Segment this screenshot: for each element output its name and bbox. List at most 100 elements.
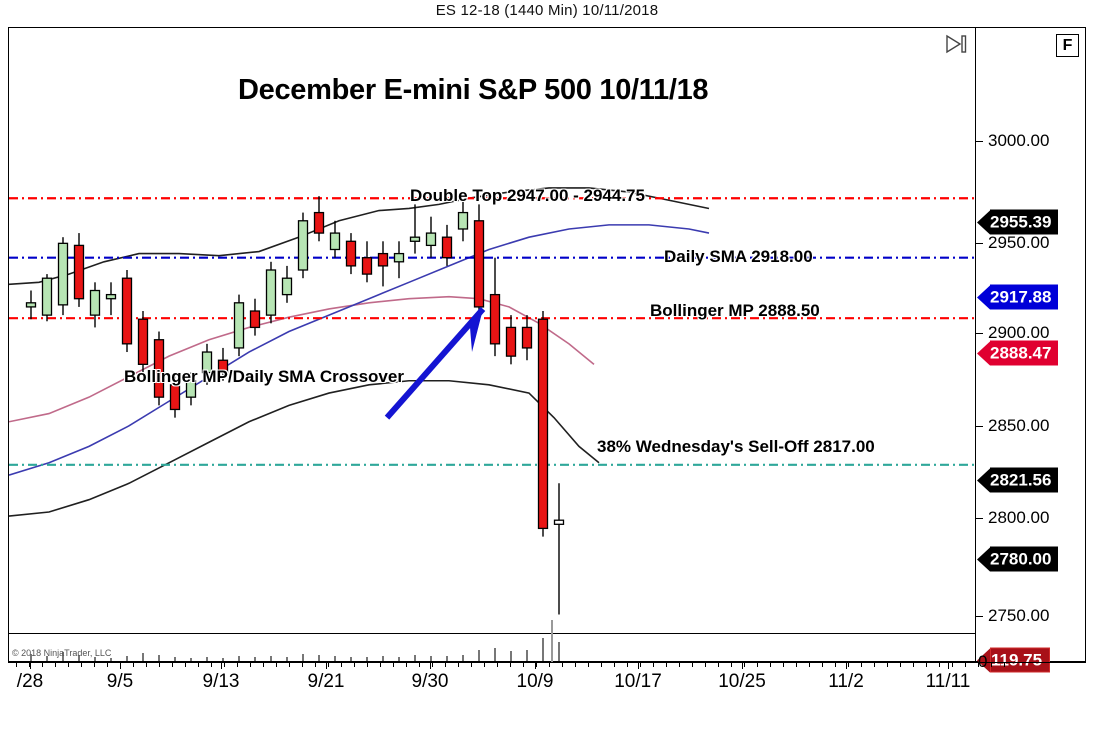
date-minor-tick xyxy=(588,662,589,667)
date-minor-tick xyxy=(341,662,342,667)
date-minor-tick xyxy=(1004,662,1005,667)
date-tick-mark xyxy=(535,662,536,669)
candle-17[interactable] xyxy=(297,212,309,279)
annotation-crossover[interactable]: Bollinger MP/Daily SMA Crossover xyxy=(124,367,404,386)
price-marker-2780-00[interactable]: 2780.00 xyxy=(977,546,1059,572)
annotation-sell-off-38[interactable]: 38% Wednesday's Sell-Off 2817.00 xyxy=(597,437,875,456)
price-tick-mark xyxy=(976,616,983,617)
date-tick-label: 11/2 xyxy=(828,671,864,692)
crossover-arrow xyxy=(384,306,486,420)
candle-12[interactable] xyxy=(217,347,229,381)
date-tick-mark xyxy=(948,662,949,669)
candle-33[interactable] xyxy=(553,483,565,615)
f-button[interactable]: F xyxy=(1056,34,1079,57)
candle-31[interactable] xyxy=(521,315,533,361)
price-marker-2821-56[interactable]: 2821.56 xyxy=(977,467,1059,493)
date-tick-mark xyxy=(30,662,31,669)
candle-body xyxy=(25,302,37,308)
date-minor-tick xyxy=(94,662,95,667)
price-tick-label: 2950.00 xyxy=(988,233,1050,252)
candle-body xyxy=(249,310,261,329)
volume-bar xyxy=(350,657,352,661)
date-tick-mark xyxy=(846,662,847,669)
candle-13[interactable] xyxy=(233,294,245,357)
marker-arrow-icon xyxy=(977,341,990,365)
price-marker-119-75[interactable]: 119.75 xyxy=(977,647,1051,673)
candle-16[interactable] xyxy=(281,265,293,303)
candle-20[interactable] xyxy=(345,233,357,275)
date-minor-tick xyxy=(224,662,225,667)
candle-8[interactable] xyxy=(153,331,165,406)
skip-to-end-icon[interactable] xyxy=(944,33,970,55)
candle-1[interactable] xyxy=(41,274,53,322)
date-minor-tick xyxy=(211,662,212,667)
volume-bar xyxy=(62,652,64,661)
candle-14[interactable] xyxy=(249,298,261,336)
date-minor-tick xyxy=(263,662,264,667)
volume-bar xyxy=(94,657,96,661)
candle-5[interactable] xyxy=(105,282,117,316)
price-axis[interactable]: 3000.00 2950.00 2900.00 2850.00 2800.00 2750.… xyxy=(976,28,1085,673)
date-minor-tick xyxy=(796,662,797,667)
candle-body xyxy=(233,302,245,349)
date-minor-tick xyxy=(809,662,810,667)
price-marker-2955-39[interactable]: 2955.39 xyxy=(977,209,1059,235)
price-marker-2888-47[interactable]: 2888.47 xyxy=(977,340,1059,366)
candle-30[interactable] xyxy=(505,315,517,365)
candle-23[interactable] xyxy=(393,241,405,279)
date-axis[interactable]: /28 9/5 9/13 9/21 9/30 10/9 10/17 10/25 11/2 11/1… xyxy=(8,662,1086,702)
volume-bar xyxy=(302,654,304,661)
candle-25[interactable] xyxy=(425,216,437,258)
candle-15[interactable] xyxy=(265,261,277,324)
volume-bar xyxy=(46,656,48,661)
date-minor-tick xyxy=(666,662,667,667)
date-minor-tick xyxy=(445,662,446,667)
date-minor-tick xyxy=(536,662,537,667)
date-minor-tick xyxy=(744,662,745,667)
price-plot-area[interactable] xyxy=(9,28,975,633)
volume-bar xyxy=(254,657,256,661)
annotation-daily-sma[interactable]: Daily SMA 2918.00 xyxy=(664,247,813,266)
candle-4[interactable] xyxy=(89,282,101,328)
candle-9[interactable] xyxy=(169,376,181,418)
volume-bar xyxy=(206,657,208,661)
date-minor-tick xyxy=(302,662,303,667)
candle-28[interactable] xyxy=(473,204,485,316)
chart-frame[interactable]: 3000.00 2950.00 2900.00 2850.00 2800.00 2750.… xyxy=(8,27,1086,673)
volume-bar xyxy=(398,657,400,661)
volume-bar xyxy=(462,655,464,661)
candle-27[interactable] xyxy=(457,200,469,242)
candle-32[interactable] xyxy=(537,311,549,537)
candle-26[interactable] xyxy=(441,224,453,266)
candle-body xyxy=(425,232,437,247)
candle-body xyxy=(393,252,405,263)
arrow-shaft xyxy=(384,306,486,420)
candle-18[interactable] xyxy=(313,196,325,242)
candle-22[interactable] xyxy=(377,241,389,287)
candle-body xyxy=(153,339,165,398)
annotation-bollinger-mp[interactable]: Bollinger MP 2888.50 xyxy=(650,301,820,320)
candle-6[interactable] xyxy=(121,270,133,353)
crosshair-cursor xyxy=(551,620,553,662)
candle-body xyxy=(473,220,485,308)
candle-body xyxy=(201,351,213,374)
candle-21[interactable] xyxy=(361,241,373,283)
price-tick-mark xyxy=(976,333,983,334)
date-minor-tick xyxy=(731,662,732,667)
candle-11[interactable] xyxy=(201,343,213,385)
volume-pane[interactable] xyxy=(9,633,975,661)
candle-3[interactable] xyxy=(73,233,85,307)
candle-7[interactable] xyxy=(137,311,149,373)
candle-10[interactable] xyxy=(185,372,197,406)
date-minor-tick xyxy=(848,662,849,667)
candle-19[interactable] xyxy=(329,220,341,258)
price-marker-2917-88[interactable]: 2917.88 xyxy=(977,284,1059,310)
date-minor-tick xyxy=(978,662,979,667)
candle-2[interactable] xyxy=(57,237,69,316)
candle-0[interactable] xyxy=(25,290,37,320)
candle-body xyxy=(313,211,325,234)
candle-24[interactable] xyxy=(409,204,421,254)
candle-body xyxy=(521,326,533,349)
candle-29[interactable] xyxy=(489,257,501,357)
annotation-double-top[interactable]: Double Top 2947.00 - 2944.75 xyxy=(410,186,645,205)
